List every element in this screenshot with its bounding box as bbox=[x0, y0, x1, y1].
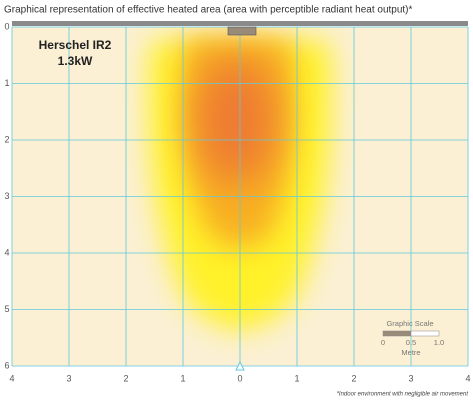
wall-bar bbox=[12, 21, 468, 26]
chart-title: Graphical representation of effective he… bbox=[4, 5, 413, 16]
scale-unit: Metre bbox=[401, 348, 420, 357]
x-tick-label: 2 bbox=[123, 373, 128, 383]
x-tick-label: 0 bbox=[237, 373, 242, 383]
y-tick-label: 2 bbox=[4, 134, 9, 144]
x-tick-label: 3 bbox=[408, 373, 413, 383]
footnote: *Indoor environment with negligible air … bbox=[337, 392, 469, 398]
scale-bar bbox=[410, 330, 440, 337]
scale-label: 0.5 bbox=[406, 338, 416, 347]
x-tick-label: 4 bbox=[465, 373, 470, 383]
x-tick-label: 4 bbox=[9, 373, 14, 383]
y-tick-label: 0 bbox=[4, 21, 9, 31]
y-tick-label: 4 bbox=[4, 247, 9, 257]
y-tick-label: 5 bbox=[4, 304, 9, 314]
y-tick-label: 1 bbox=[4, 78, 9, 88]
x-tick-label: 3 bbox=[66, 373, 71, 383]
y-tick-label: 6 bbox=[4, 360, 9, 370]
heater bbox=[227, 26, 257, 36]
x-tick-label: 1 bbox=[294, 373, 299, 383]
power-label: 1.3kW bbox=[58, 54, 93, 68]
x-tick-label: 2 bbox=[351, 373, 356, 383]
heat-zone-core bbox=[196, 55, 276, 185]
scale-label: 0 bbox=[381, 338, 385, 347]
product-name: Herschel IR2 bbox=[39, 38, 112, 52]
x-tick-label: 1 bbox=[180, 373, 185, 383]
y-tick-label: 3 bbox=[4, 191, 9, 201]
origin-marker bbox=[235, 360, 245, 371]
scale-bar bbox=[382, 330, 412, 337]
scale-title: Graphic Scale bbox=[386, 319, 433, 328]
graphic-scale: Graphic Scale 0 0.5 1.0 Metre bbox=[381, 319, 444, 357]
scale-label: 1.0 bbox=[434, 338, 444, 347]
